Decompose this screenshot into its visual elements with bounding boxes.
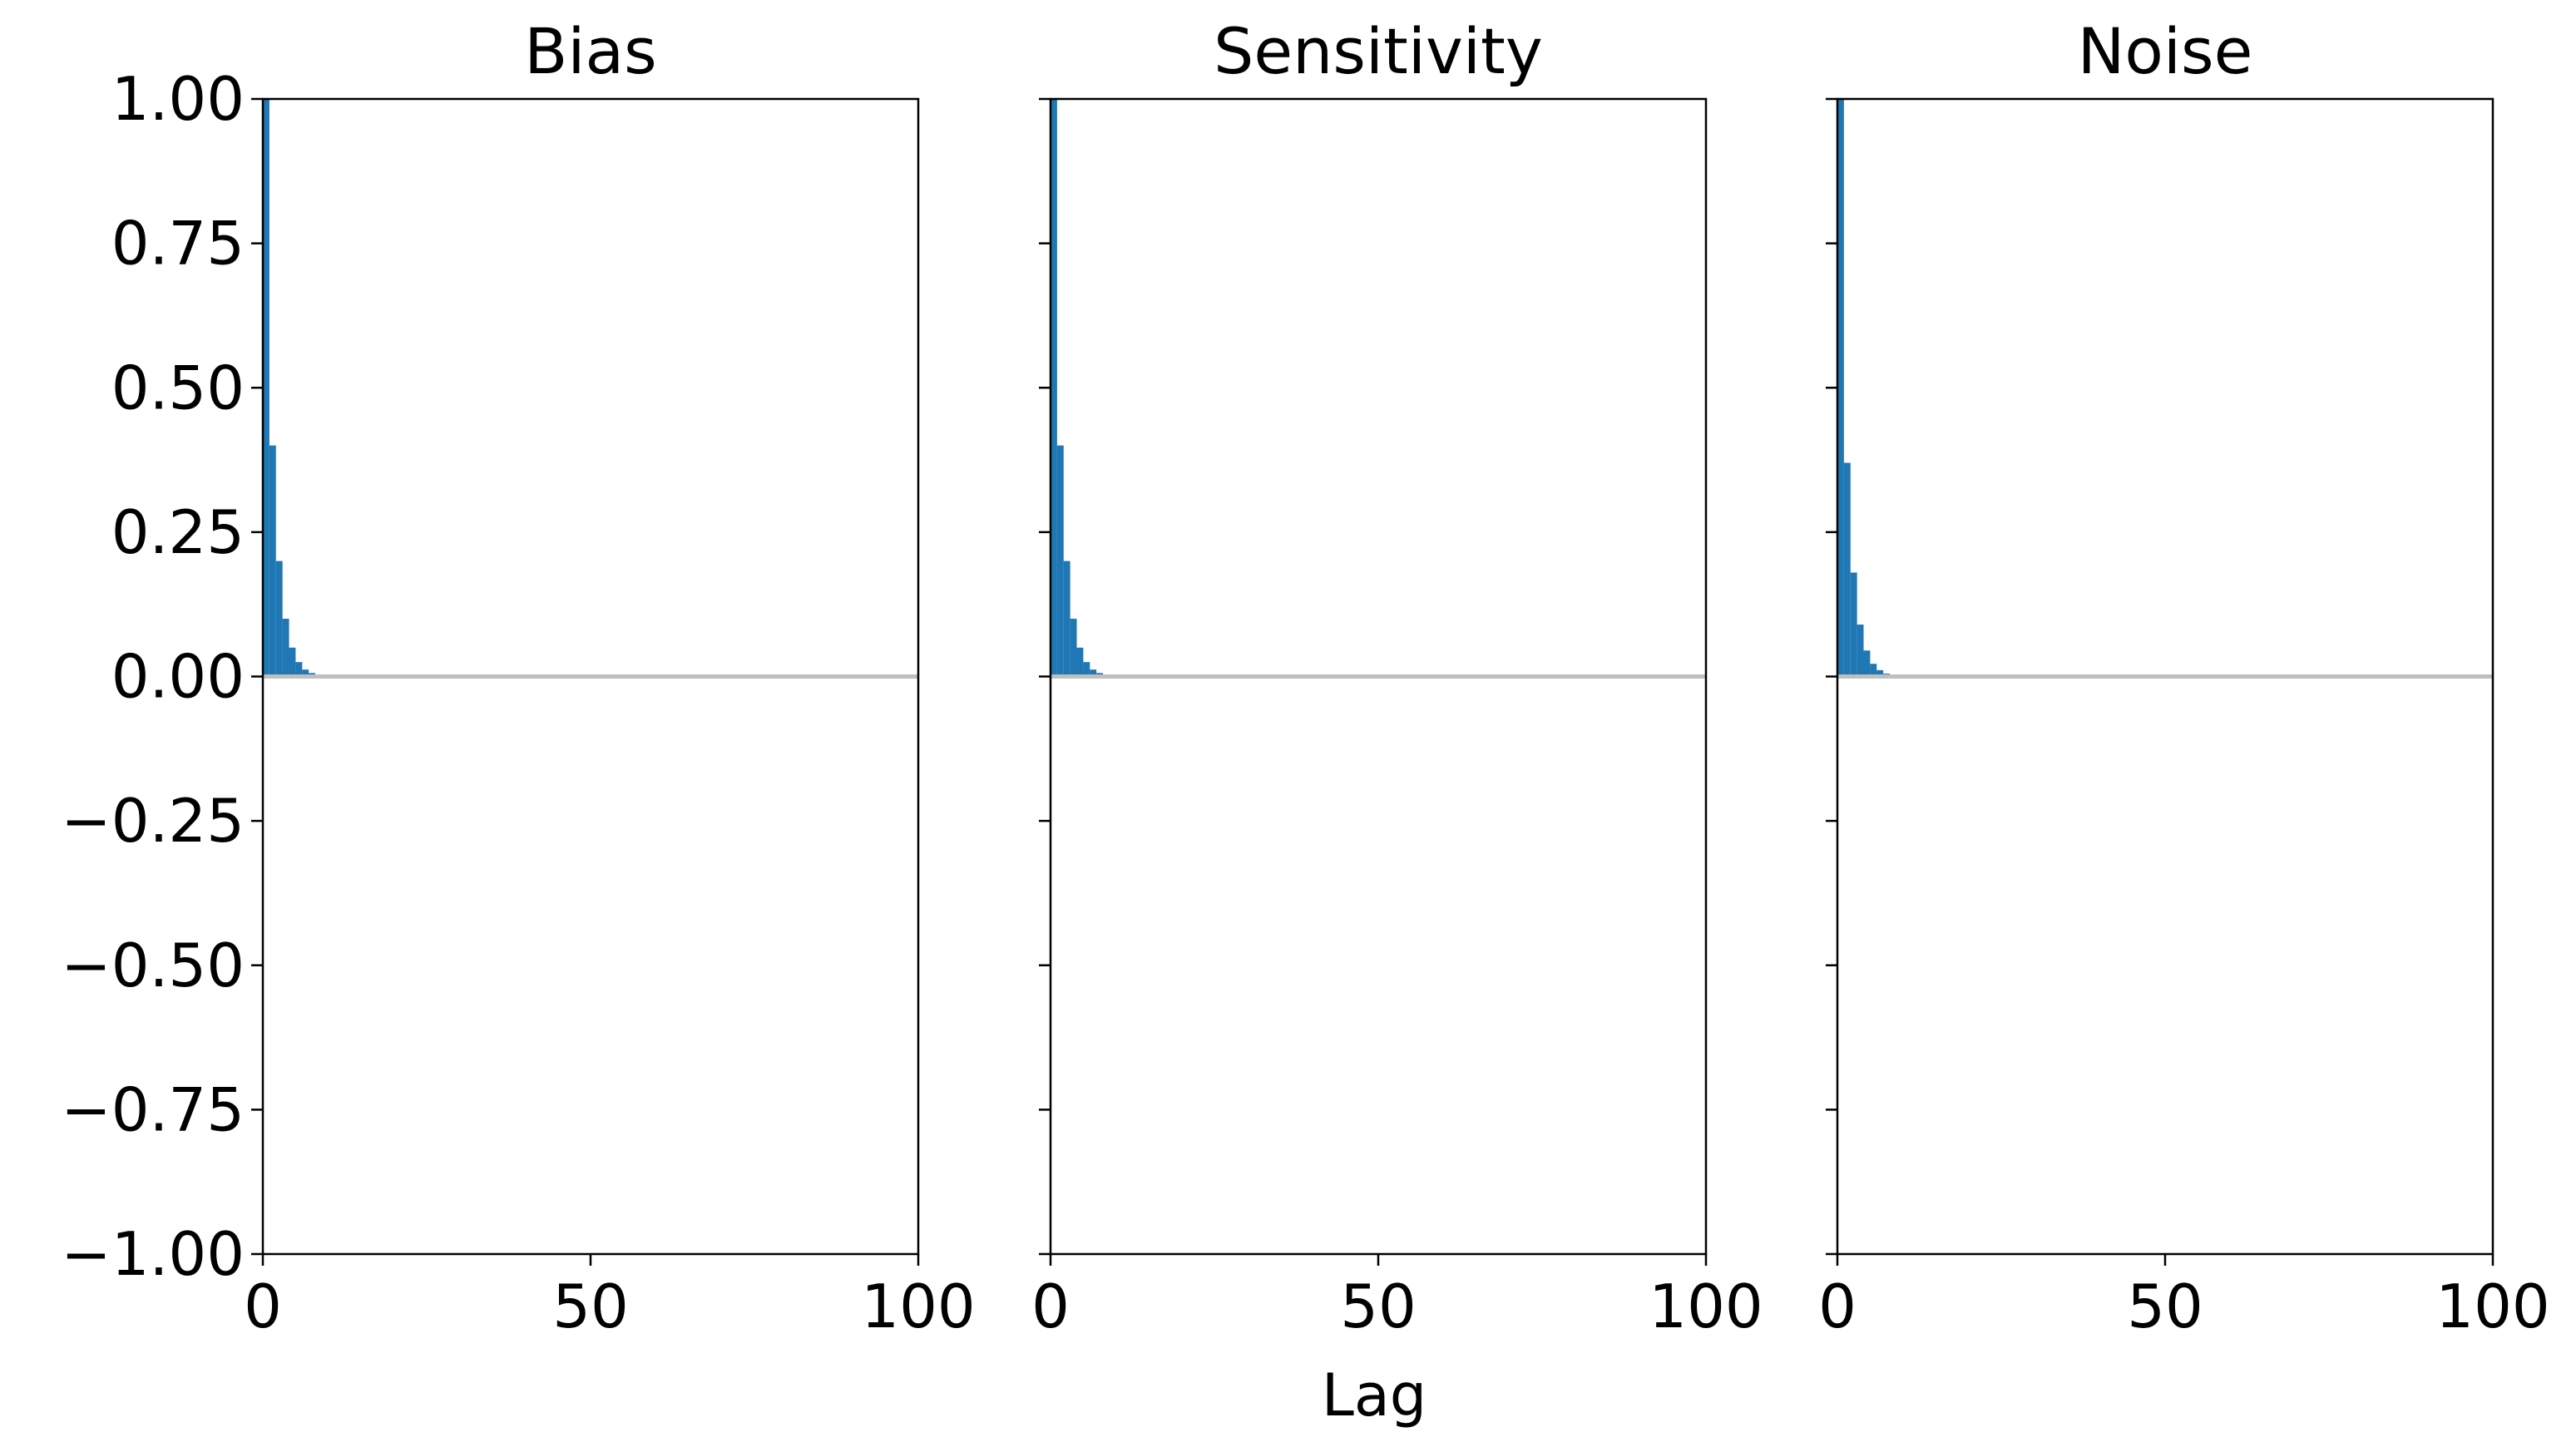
bar: [1090, 669, 1097, 677]
x-tick-label: 50: [1340, 1272, 1417, 1341]
bar: [1863, 650, 1871, 677]
y-tick-label: 0.25: [111, 497, 245, 567]
bar: [289, 647, 296, 677]
panel-sensitivity: 0 50 100 Sensitivity: [1031, 14, 1763, 1341]
panel-noise: 0 50 100 Noise: [1818, 14, 2550, 1341]
bar: [1056, 445, 1064, 677]
bar: [1083, 662, 1090, 677]
bar: [282, 619, 289, 677]
bar: [1850, 572, 1857, 677]
bar: [269, 445, 276, 677]
x-tick-label: 0: [1818, 1272, 1857, 1341]
bar: [1063, 561, 1070, 677]
bar: [1837, 99, 1844, 677]
y-tick-label: −1.00: [61, 1219, 245, 1289]
x-tick-label: 0: [244, 1272, 282, 1341]
panel-title: Noise: [2078, 14, 2253, 88]
x-tick-label: 50: [552, 1272, 629, 1341]
x-tick-label: 0: [1031, 1272, 1070, 1341]
bar: [1843, 462, 1851, 677]
x-tick-label: 50: [2127, 1272, 2203, 1341]
x-tick-label: 100: [2435, 1272, 2549, 1341]
panels: 1.00 0.75 0.50 0.25 0.00 −0.25 −0.50 −0.75 −1.00…: [61, 14, 2549, 1341]
bar: [1076, 647, 1084, 677]
bar: [1070, 619, 1077, 677]
y-tick-label: −0.50: [61, 931, 245, 1000]
y-tick-label: −0.75: [61, 1074, 245, 1144]
bar: [1876, 669, 1884, 677]
bar: [302, 669, 309, 677]
bar: [1857, 625, 1864, 677]
bar: [1051, 99, 1057, 677]
y-tick-label: 1.00: [111, 64, 245, 134]
y-tick-label: −0.25: [61, 786, 245, 856]
y-tick-label: 0.75: [111, 209, 245, 279]
y-tick-label: 0.50: [111, 353, 245, 422]
x-axis-label: Lag: [1322, 1361, 1426, 1430]
bar: [1870, 664, 1877, 677]
panel-title: Bias: [524, 14, 656, 88]
x-tick-label: 100: [1649, 1272, 1763, 1341]
bar: [295, 662, 303, 677]
bar: [263, 99, 269, 677]
x-tick-label: 100: [861, 1272, 975, 1341]
y-tick-label: 0.00: [111, 642, 245, 712]
bar: [275, 561, 283, 677]
panel-bias: 1.00 0.75 0.50 0.25 0.00 −0.25 −0.50 −0.75 −1.00…: [61, 14, 975, 1341]
panel-title: Sensitivity: [1214, 14, 1543, 88]
